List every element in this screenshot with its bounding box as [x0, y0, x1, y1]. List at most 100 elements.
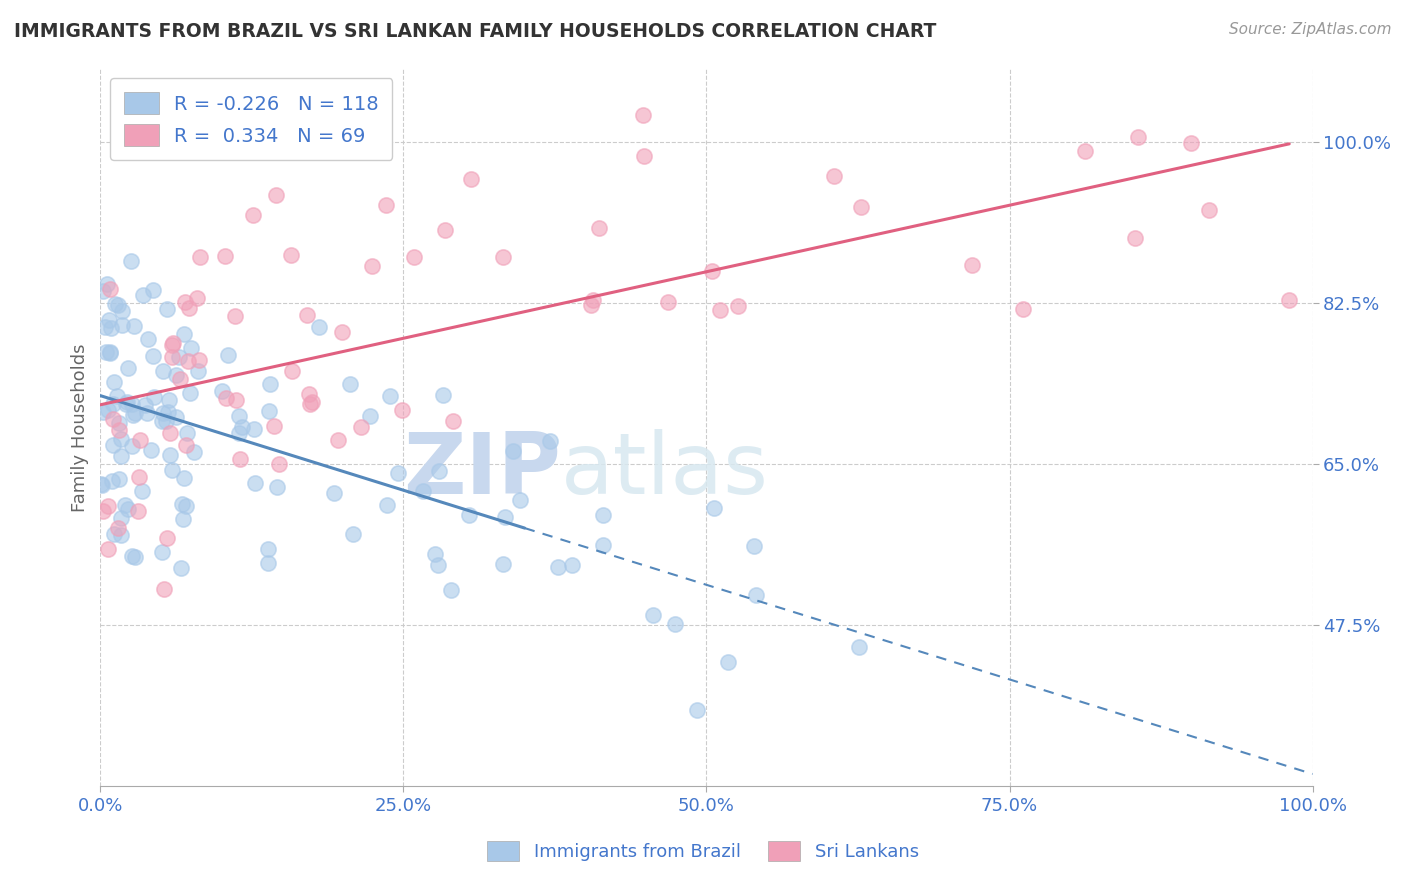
Point: [170, 561, 193, 575]
Point: [97, 402, 120, 417]
Point: [225, 393, 247, 408]
Point: [107, 521, 129, 535]
Text: ZIP: ZIP: [404, 429, 561, 512]
Point: [186, 291, 208, 305]
Point: [228, 409, 250, 423]
Point: [110, 432, 132, 446]
Point: [122, 319, 145, 334]
Point: [387, 466, 409, 480]
Point: [1074, 144, 1097, 158]
Point: [257, 542, 280, 557]
Point: [266, 480, 288, 494]
Point: [117, 501, 139, 516]
Point: [172, 512, 194, 526]
Point: [110, 449, 132, 463]
Point: [159, 448, 181, 462]
Point: [111, 318, 134, 332]
Point: [322, 486, 344, 500]
Point: [412, 483, 434, 498]
Point: [111, 304, 134, 318]
Point: [117, 395, 139, 409]
Point: [103, 527, 125, 541]
Point: [1123, 231, 1146, 245]
Point: [588, 221, 610, 235]
Point: [492, 250, 515, 264]
Point: [117, 360, 139, 375]
Point: [160, 337, 183, 351]
Point: [128, 470, 150, 484]
Point: [132, 287, 155, 301]
Point: [375, 499, 398, 513]
Point: [391, 403, 413, 417]
Point: [256, 556, 278, 570]
Point: [339, 376, 361, 391]
Point: [269, 458, 291, 472]
Point: [121, 396, 143, 410]
Point: [177, 354, 200, 368]
Point: [157, 393, 180, 408]
Point: [177, 301, 200, 315]
Point: [127, 503, 149, 517]
Point: [165, 410, 187, 425]
Point: [561, 558, 583, 572]
Point: [582, 293, 605, 307]
Point: [96, 277, 118, 292]
Point: [105, 389, 128, 403]
Point: [169, 372, 191, 386]
Point: [134, 398, 156, 412]
Point: [717, 655, 740, 669]
Point: [1180, 136, 1202, 151]
Point: [162, 336, 184, 351]
Text: IMMIGRANTS FROM BRAZIL VS SRI LANKAN FAMILY HOUSEHOLDS CORRELATION CHART: IMMIGRANTS FROM BRAZIL VS SRI LANKAN FAM…: [14, 22, 936, 41]
Point: [150, 413, 173, 427]
Point: [259, 404, 281, 418]
Point: [631, 108, 654, 122]
Point: [142, 349, 165, 363]
Legend: R = -0.226   N = 118, R =  0.334   N = 69: R = -0.226 N = 118, R = 0.334 N = 69: [110, 78, 392, 160]
Point: [342, 527, 364, 541]
Point: [97, 499, 120, 513]
Point: [176, 425, 198, 440]
Point: [93, 504, 115, 518]
Point: [153, 582, 176, 596]
Point: [98, 345, 121, 359]
Point: [643, 607, 665, 622]
Point: [121, 439, 143, 453]
Point: [188, 251, 211, 265]
Point: [108, 416, 131, 430]
Point: [709, 303, 731, 318]
Point: [441, 414, 464, 428]
Point: [540, 434, 562, 449]
Point: [214, 250, 236, 264]
Point: [180, 342, 202, 356]
Point: [96, 345, 118, 359]
Point: [378, 389, 401, 403]
Point: [703, 500, 725, 515]
Point: [98, 282, 121, 296]
Point: [502, 444, 524, 458]
Point: [150, 545, 173, 559]
Point: [361, 259, 384, 273]
Point: [124, 406, 146, 420]
Point: [742, 539, 765, 553]
Point: [592, 508, 614, 523]
Point: [121, 549, 143, 564]
Point: [579, 297, 602, 311]
Point: [848, 640, 870, 654]
Point: [744, 588, 766, 602]
Point: [458, 508, 481, 522]
Point: [103, 375, 125, 389]
Point: [301, 395, 323, 409]
Point: [231, 420, 253, 434]
Point: [165, 368, 187, 382]
Point: [242, 208, 264, 222]
Point: [264, 188, 287, 202]
Point: [1012, 302, 1035, 317]
Point: [172, 498, 194, 512]
Point: [211, 384, 233, 398]
Point: [162, 463, 184, 477]
Point: [101, 397, 124, 411]
Point: [100, 321, 122, 335]
Point: [100, 345, 122, 359]
Point: [547, 560, 569, 574]
